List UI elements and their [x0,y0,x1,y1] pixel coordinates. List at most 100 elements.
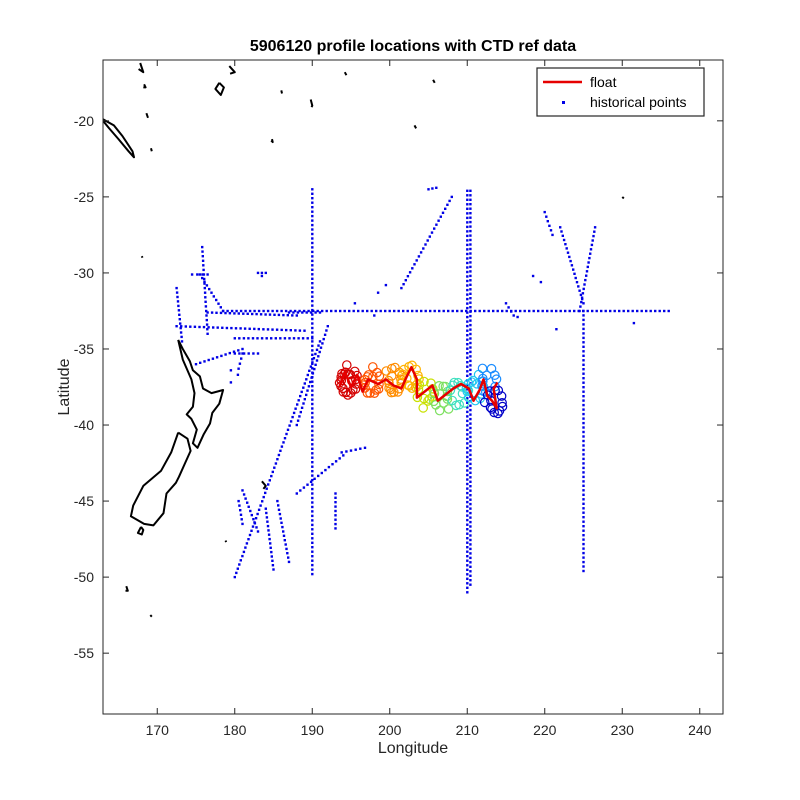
historical-point [245,542,249,545]
historical-point [299,394,302,398]
historical-point [466,243,469,247]
historical-point [273,466,276,469]
historical-point [469,471,472,474]
historical-point [581,297,584,301]
y-tick-label: -20 [74,113,94,129]
historical-point [241,489,244,492]
historical-point [247,337,250,340]
historical-point [466,252,469,256]
y-tick-label: -50 [74,569,94,585]
historical-point [311,519,314,522]
y-tick-label: -25 [74,189,94,205]
historical-point [411,309,414,313]
historical-point [184,325,187,328]
historical-point [311,447,314,450]
historical-point [466,248,469,251]
y-axis-label: Latitude [56,358,73,415]
historical-point [283,337,287,340]
historical-point [321,342,324,345]
historical-point [284,309,288,313]
historical-point [397,309,400,313]
y-tick-label: -55 [74,645,94,661]
historical-point [291,314,294,317]
historical-point [469,583,472,586]
historical-point [241,522,244,526]
historical-point [303,329,306,332]
historical-point [582,327,585,331]
float-profile-marker [493,408,503,419]
historical-point [280,328,283,332]
historical-point [402,283,405,286]
historical-point [305,378,308,381]
historical-point [233,337,236,340]
historical-point [466,451,469,454]
coastline-segment [149,614,153,618]
historical-point [345,450,348,453]
historical-point [636,309,639,313]
historical-point [469,368,472,372]
coastline-segment [136,526,145,536]
historical-point [466,487,469,490]
float-profile-marker [371,385,381,395]
historical-point [233,352,236,355]
historical-point [582,542,585,546]
historical-point [564,309,567,313]
historical-point [190,273,194,276]
historical-point [466,194,469,197]
historical-point [295,492,298,495]
historical-point [420,309,423,313]
historical-point [311,286,314,289]
historical-point [466,568,469,571]
historical-point [202,273,206,276]
historical-point [228,312,232,315]
historical-point [528,309,531,313]
historical-point [667,309,670,313]
float-profile-marker [496,391,507,401]
historical-point [323,333,327,336]
historical-point [478,309,481,313]
historical-point [469,332,472,336]
historical-point [469,458,472,461]
historical-point [294,329,297,332]
float-profile-marker [430,399,441,410]
historical-point [469,426,472,430]
historical-point [466,338,469,341]
historical-point [311,214,314,218]
historical-point [311,487,314,491]
historical-point [593,230,596,233]
float-profile-marker [381,366,392,376]
historical-point [466,306,469,310]
historical-point [568,255,571,259]
historical-point [469,449,472,452]
historical-point [469,261,472,264]
float-profile-marker [404,380,415,391]
historical-point [311,326,314,330]
historical-point [297,337,300,340]
historical-point [309,480,313,483]
historical-point [228,351,231,355]
historical-point [238,352,241,355]
historical-point [469,203,472,206]
historical-point [331,463,334,466]
historical-point [550,309,553,313]
historical-point [262,328,265,331]
float-profile-marker [339,369,349,380]
historical-point [413,263,416,266]
historical-point [469,570,472,573]
historical-point [466,424,469,427]
historical-point [411,267,414,270]
historical-point [237,367,240,370]
historical-point [469,435,472,439]
historical-point [466,546,469,549]
historical-point [269,542,272,545]
historical-point [311,367,314,370]
historical-point [220,354,223,358]
historical-point [352,309,355,313]
historical-point [492,309,495,313]
historical-point [582,412,585,416]
historical-point [178,313,181,316]
historical-point [277,504,280,507]
historical-point [175,325,178,328]
x-tick-label: 230 [611,722,635,738]
historical-point [311,219,314,222]
